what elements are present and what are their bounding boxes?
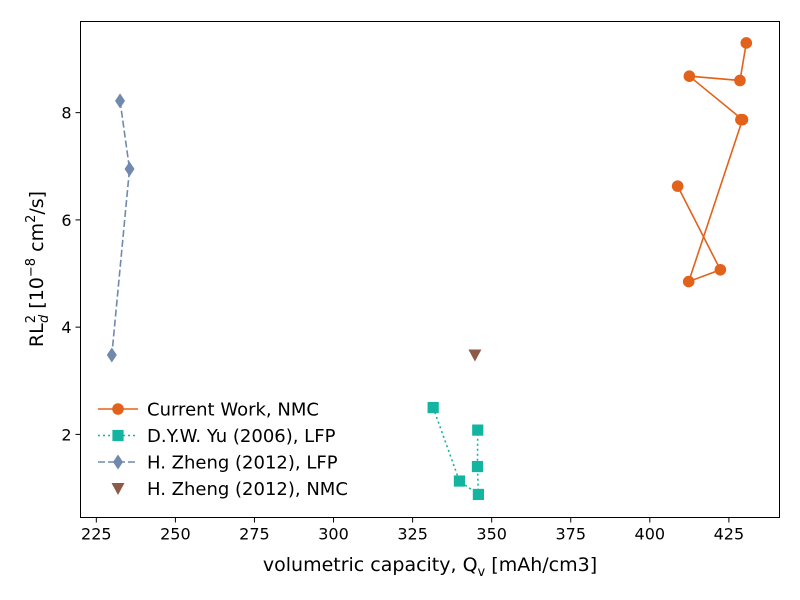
y-tick-label: 6 [61,211,71,230]
x-tick-label: 325 [397,525,428,544]
legend-marker [111,483,125,495]
y-tick-label: 4 [61,318,71,337]
legend-label: Current Work, NMC [147,400,319,421]
data-point [472,424,484,436]
series-current-work-nmc [671,37,753,288]
data-point [734,74,746,87]
legend-marker [112,429,124,442]
data-point [124,161,135,177]
legend-item: H. Zheng (2012), LFP [98,453,338,474]
series-line [111,100,131,356]
x-tick-label: 425 [714,525,745,544]
series-d-y-w-yu-2006-lfp [427,401,484,501]
legend-label: H. Zheng (2012), LFP [147,453,338,474]
x-tick-label: 375 [555,525,586,544]
y-axis-ticks: 2 4 6 8 [61,104,81,444]
legend-marker [112,403,124,415]
legend-marker [113,454,123,470]
x-tick-label: 275 [239,525,270,544]
data-point [740,37,753,49]
legend-label: D.Y.W. Yu (2006), LFP [147,426,336,447]
y-tick-label: 8 [61,104,71,123]
data-point [453,475,466,487]
x-axis-label: volumetric capacity, Qv [mAh/cm3] [263,554,597,580]
y-tick-label: 2 [61,425,71,444]
data-point [471,460,484,473]
plot-area [80,21,780,518]
data-point [472,488,484,501]
data-point [468,349,482,362]
x-tick-label: 400 [635,525,666,544]
data-point [736,113,749,126]
data-point [671,180,684,192]
legend-label: H. Zheng (2012), NMC [147,479,348,500]
legend: Current Work, NMC D.Y.W. Yu (2006), LFP H.… [98,400,348,500]
x-tick-label: 350 [476,525,507,544]
x-tick-label: 300 [318,525,349,544]
legend-item: D.Y.W. Yu (2006), LFP [98,426,336,447]
data-point [714,263,727,276]
data-point [427,401,439,414]
x-tick-label: 225 [81,525,112,544]
series-h-zheng-2012-lfp [106,93,135,363]
data-point [115,93,126,109]
data-point [683,70,696,82]
legend-item: H. Zheng (2012), NMC [111,479,348,500]
x-axis-ticks: 225 250 275 300 325 350 375 400 425 [81,517,745,544]
data-point [106,347,117,363]
series-layer [106,37,753,501]
x-tick-label: 250 [160,525,191,544]
legend-item: Current Work, NMC [98,400,319,421]
y-axis-label: RL2d [10−8 cm2/s] [24,191,52,347]
data-point [682,275,695,288]
series-h-zheng-2012-nmc [468,349,482,362]
